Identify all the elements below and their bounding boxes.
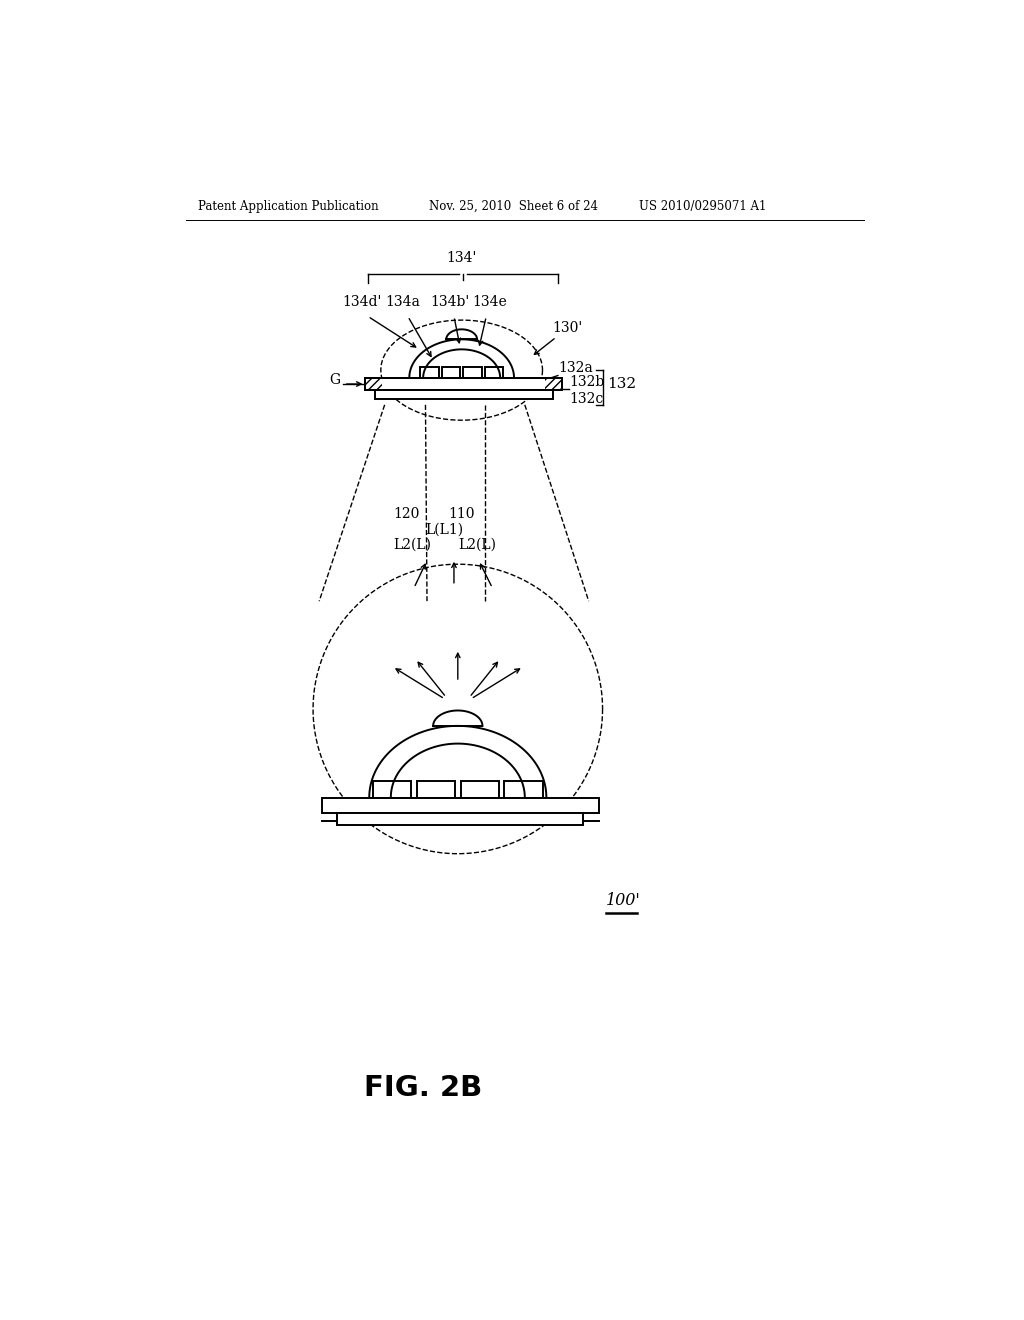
Text: 134b': 134b' [430,296,470,309]
Text: US 2010/0295071 A1: US 2010/0295071 A1 [639,199,766,213]
Bar [463,367,481,378]
Text: 134': 134' [446,251,477,265]
Text: 132: 132 [607,378,636,391]
Text: 132a: 132a [558,362,593,375]
Text: 110: 110 [449,507,475,521]
Text: L(L1): L(L1) [426,523,464,537]
Text: 120: 120 [393,507,420,521]
Text: 130': 130' [553,321,583,335]
Bar [461,780,499,797]
Bar [373,780,412,797]
Bar [505,780,543,797]
Bar [366,378,382,391]
Bar [420,367,438,378]
Text: L2(L): L2(L) [458,537,496,552]
Text: 132b: 132b [569,375,605,388]
Text: 132c: 132c [569,392,604,407]
Bar [417,780,455,797]
Bar [337,813,584,825]
Bar [545,378,562,391]
Bar [366,378,562,391]
Bar [441,367,460,378]
Text: 100': 100' [605,892,640,909]
Bar [366,378,562,391]
Bar [376,391,553,400]
Text: L2(L): L2(L) [393,537,431,552]
Text: 134e: 134e [473,296,508,309]
Bar [484,367,503,378]
Text: 134a: 134a [386,296,421,309]
Text: Patent Application Publication: Patent Application Publication [199,199,379,213]
Text: 134d': 134d' [342,296,381,309]
Text: G: G [329,374,340,387]
Bar [322,797,599,813]
Text: Nov. 25, 2010  Sheet 6 of 24: Nov. 25, 2010 Sheet 6 of 24 [429,199,598,213]
Text: FIG. 2B: FIG. 2B [365,1074,482,1102]
